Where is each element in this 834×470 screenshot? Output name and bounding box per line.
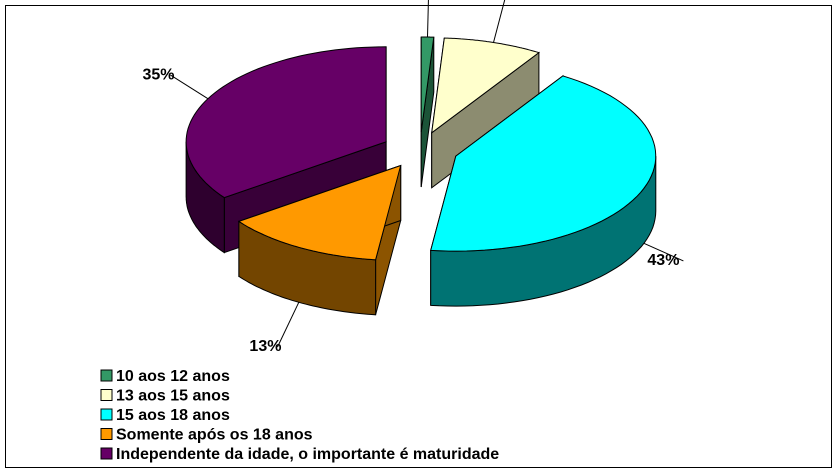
slice bbox=[237, 164, 402, 261]
chart-frame bbox=[5, 5, 832, 468]
legend-label: 10 aos 12 anos bbox=[116, 368, 230, 385]
legend-swatch bbox=[100, 389, 113, 401]
data-label: 13% bbox=[249, 338, 281, 355]
leader-line bbox=[493, 0, 506, 43]
data-label: 43% bbox=[647, 252, 679, 269]
leader-line bbox=[643, 242, 684, 262]
legend-swatch bbox=[100, 447, 113, 460]
data-label: 35% bbox=[142, 66, 174, 83]
legend-swatch bbox=[100, 428, 113, 440]
leader-line bbox=[427, 0, 429, 38]
legend-swatch bbox=[100, 408, 113, 421]
legend-swatch bbox=[100, 369, 113, 382]
leader-line bbox=[277, 302, 300, 348]
legend-label: Independente da idade, o importante é ma… bbox=[116, 446, 499, 463]
legend-label: 15 aos 18 anos bbox=[116, 407, 230, 424]
data-label: 8% bbox=[479, 0, 502, 1]
legend-label: 13 aos 15 anos bbox=[116, 388, 230, 405]
legend-label: Somente após os 18 anos bbox=[116, 427, 313, 444]
leader-line bbox=[170, 74, 209, 100]
slice bbox=[430, 75, 657, 252]
